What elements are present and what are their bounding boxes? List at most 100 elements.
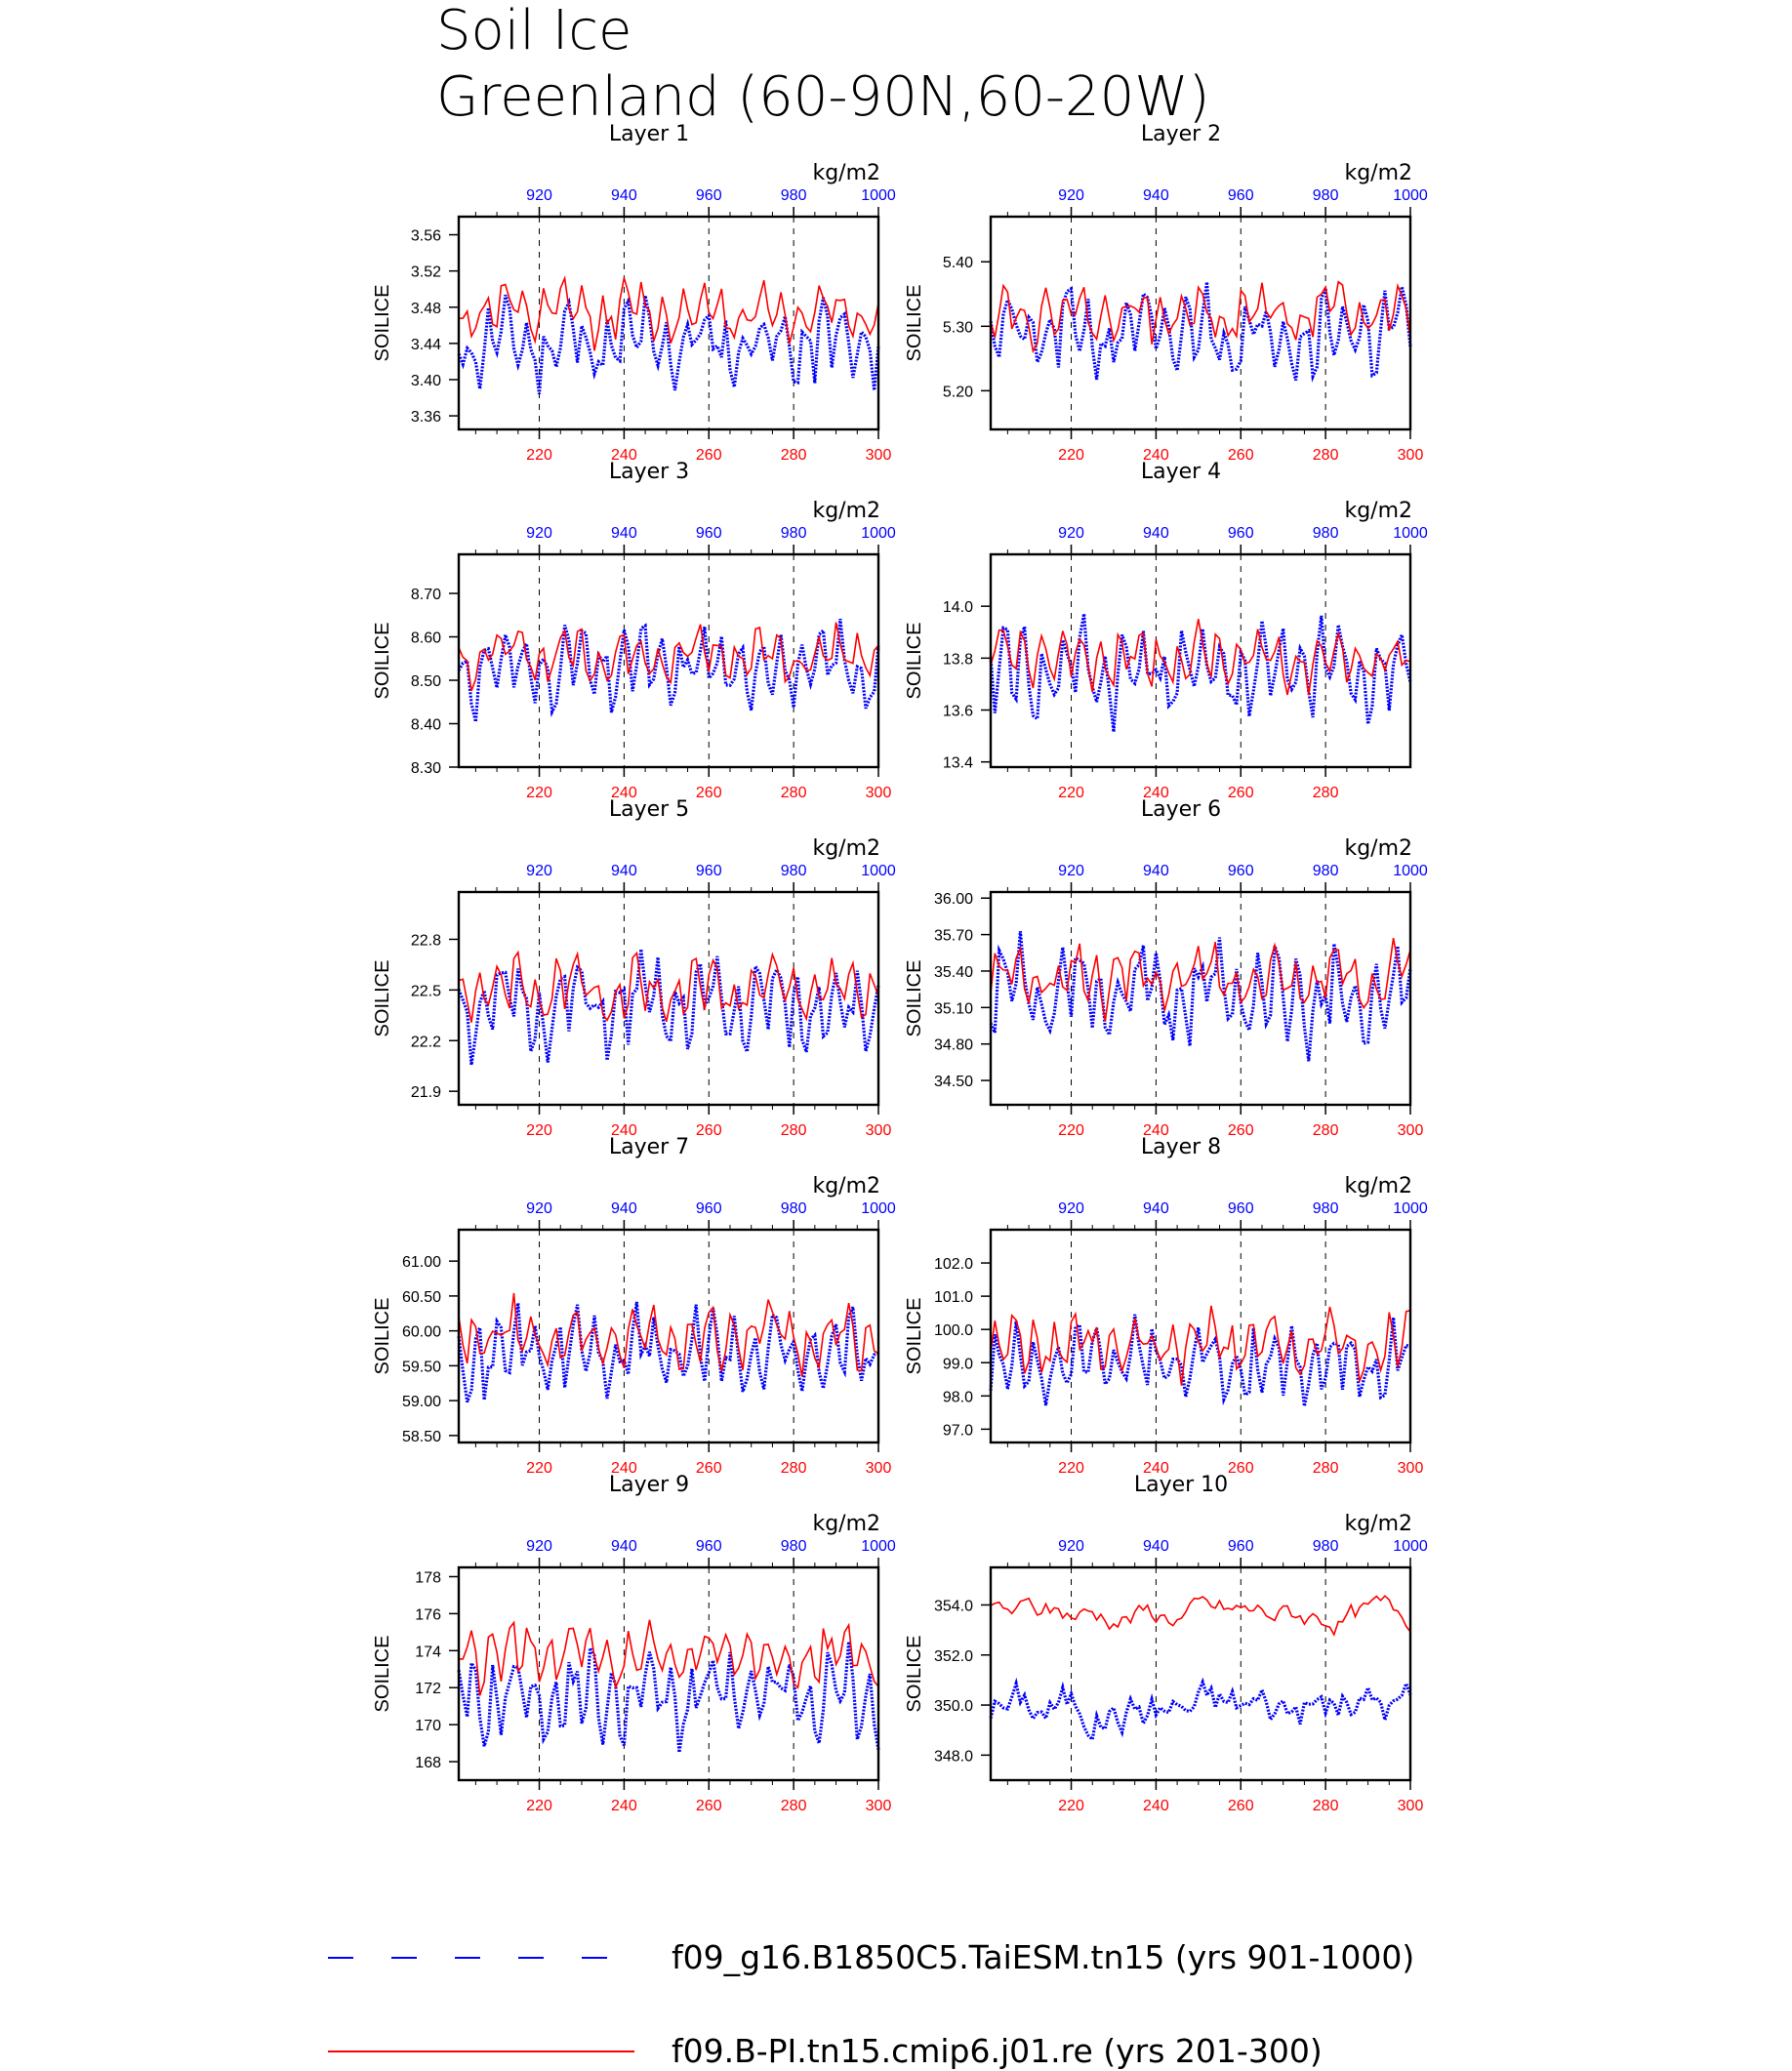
y-tick-label: 354.0 <box>934 1598 973 1614</box>
y-tick-label: 22.8 <box>411 932 441 949</box>
top-tick-label: 1000 <box>1393 187 1428 204</box>
top-tick-label: 940 <box>1143 1200 1169 1217</box>
bottom-tick-label: 240 <box>1143 1122 1169 1139</box>
bottom-tick-label: 220 <box>526 785 552 801</box>
y-tick-label: 35.70 <box>934 928 973 945</box>
y-tick-label: 3.52 <box>411 264 441 281</box>
panels-grid: Layer 1 kg/m2 920 940 960 980 1000 220 240 260 280… <box>372 122 1428 1814</box>
bottom-tick-label: 220 <box>526 447 552 464</box>
top-tick-label: 960 <box>696 1538 722 1555</box>
plot-frame <box>457 215 880 431</box>
y-tick-label: 34.50 <box>934 1074 973 1090</box>
bottom-tick-label: 280 <box>1313 1460 1339 1477</box>
series-line-red <box>990 280 1411 354</box>
top-tick-label: 920 <box>526 525 552 542</box>
y-tick-label: 22.5 <box>411 983 441 999</box>
top-tick-label: 940 <box>1143 1538 1169 1555</box>
units-label: kg/m2 <box>1344 1512 1412 1536</box>
bottom-tick-label: 240 <box>611 1798 637 1814</box>
bottom-tick-label: 240 <box>611 785 637 801</box>
series-line-blue <box>989 1677 1412 1743</box>
bottom-tick-label: 260 <box>696 1122 722 1139</box>
y-tick-label: 58.50 <box>402 1429 441 1445</box>
series-line-blue <box>457 1641 880 1753</box>
top-tick-label: 980 <box>781 525 807 542</box>
top-tick-label: 960 <box>696 525 722 542</box>
panel-title: Layer 7 <box>609 1135 689 1159</box>
bottom-tick-label: 300 <box>1398 1122 1424 1139</box>
top-tick-label: 920 <box>526 1538 552 1555</box>
top-tick-label: 960 <box>1228 1538 1254 1555</box>
y-tick-label: 13.6 <box>943 704 973 720</box>
y-tick-label: 102.0 <box>934 1256 973 1273</box>
bottom-tick-label: 240 <box>611 1122 637 1139</box>
plot-frame <box>989 215 1412 431</box>
series-line-blue <box>457 618 880 722</box>
panel-title: Layer 3 <box>609 460 689 484</box>
panel-layer-10: Layer 10 kg/m2 920 940 960 980 1000 220 240 260 28… <box>904 1473 1428 1814</box>
y-tick-label: 13.8 <box>943 651 973 668</box>
units-label: kg/m2 <box>1344 836 1412 861</box>
y-tick-label: 101.0 <box>934 1289 973 1306</box>
panel-layer-3: Layer 3 kg/m2 920 940 960 980 1000 220 240 260 280… <box>372 460 896 801</box>
y-axis-label: SOILICE <box>904 960 925 1037</box>
y-tick-label: 172 <box>415 1681 441 1697</box>
y-tick-label: 22.2 <box>411 1034 441 1050</box>
bottom-tick-label: 220 <box>526 1460 552 1477</box>
y-axis-label: SOILICE <box>904 1298 925 1375</box>
bottom-tick-label: 300 <box>866 1798 892 1814</box>
series-line-red <box>458 1292 879 1377</box>
top-tick-label: 1000 <box>861 1200 896 1217</box>
y-tick-label: 60.50 <box>402 1289 441 1306</box>
series-line-red <box>458 622 879 692</box>
units-label: kg/m2 <box>812 1512 880 1536</box>
y-tick-label: 100.0 <box>934 1322 973 1339</box>
series-line-blue <box>989 281 1412 383</box>
y-tick-label: 350.0 <box>934 1698 973 1715</box>
panel-title: Layer 1 <box>609 122 689 146</box>
panel-title: Layer 8 <box>1141 1135 1221 1159</box>
y-tick-label: 3.56 <box>411 228 441 245</box>
y-tick-label: 178 <box>415 1569 441 1586</box>
top-tick-label: 980 <box>781 187 807 204</box>
top-tick-label: 960 <box>696 187 722 204</box>
bottom-tick-label: 240 <box>1143 1460 1169 1477</box>
units-label: kg/m2 <box>812 161 880 185</box>
bottom-tick-label: 300 <box>866 785 892 801</box>
y-axis-label: SOILICE <box>372 623 393 700</box>
top-tick-label: 940 <box>611 1200 637 1217</box>
bottom-tick-label: 260 <box>696 1460 722 1477</box>
y-tick-label: 8.30 <box>411 760 441 777</box>
bottom-tick-label: 280 <box>781 1798 807 1814</box>
panel-title: Layer 4 <box>1141 460 1221 484</box>
y-tick-label: 8.70 <box>411 587 441 603</box>
top-tick-label: 1000 <box>861 525 896 542</box>
top-tick-label: 940 <box>611 187 637 204</box>
figure-title-line2: Greenland (60-90N,60-20W) <box>436 65 1210 129</box>
series-line-red <box>458 275 879 351</box>
y-axis-label: SOILICE <box>372 960 393 1037</box>
bottom-tick-label: 220 <box>1058 1460 1084 1477</box>
bottom-tick-label: 260 <box>1228 447 1254 464</box>
bottom-tick-label: 300 <box>866 447 892 464</box>
y-tick-label: 59.00 <box>402 1394 441 1410</box>
y-axis-label: SOILICE <box>372 285 393 362</box>
series-line-red <box>990 619 1411 696</box>
top-tick-label: 940 <box>1143 863 1169 879</box>
plot-frame <box>989 1565 1412 1782</box>
y-axis-label: SOILICE <box>372 1636 393 1713</box>
y-tick-label: 3.48 <box>411 301 441 317</box>
y-tick-label: 8.60 <box>411 630 441 647</box>
top-tick-label: 1000 <box>1393 1538 1428 1555</box>
y-tick-label: 34.80 <box>934 1037 973 1054</box>
top-tick-label: 920 <box>1058 525 1084 542</box>
top-tick-label: 980 <box>1313 1538 1339 1555</box>
y-axis-label: SOILICE <box>904 1636 925 1713</box>
y-tick-label: 8.50 <box>411 673 441 690</box>
top-tick-label: 1000 <box>861 187 896 204</box>
y-tick-label: 5.20 <box>943 384 973 400</box>
units-label: kg/m2 <box>812 1174 880 1198</box>
bottom-tick-label: 260 <box>696 785 722 801</box>
bottom-tick-label: 260 <box>696 447 722 464</box>
